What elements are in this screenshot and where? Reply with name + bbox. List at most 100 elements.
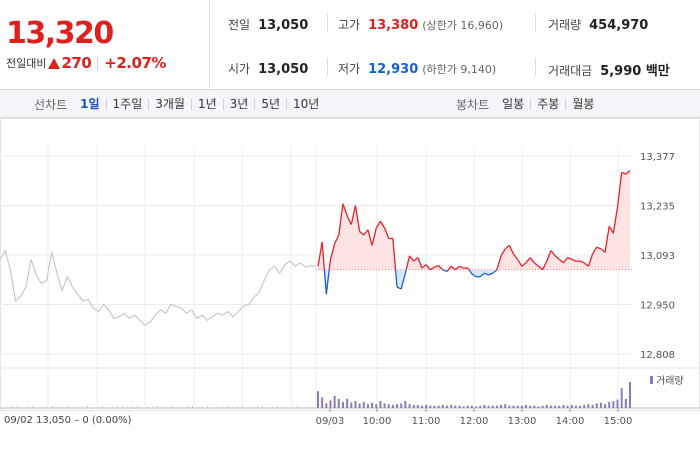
prev-volume-bar	[107, 407, 108, 408]
price-line-segment	[354, 205, 361, 232]
change-value: 270	[61, 54, 92, 72]
volume-legend-swatch	[650, 376, 653, 384]
price-line-segment	[621, 171, 627, 175]
up-area-fill	[406, 255, 443, 270]
stat-low: 저가 12,930 (하한가 9,140)	[338, 60, 496, 77]
prev-volume-bar	[222, 406, 223, 408]
volume-bar	[491, 405, 494, 408]
stat-sub: (상한가 16,960)	[422, 19, 504, 32]
prev-volume-bar	[62, 406, 63, 408]
prev-volume-bar	[102, 406, 103, 408]
prev-volume-bar	[302, 407, 303, 408]
volume-bar	[341, 401, 344, 408]
price-line-segment	[567, 257, 573, 260]
volume-bar	[396, 404, 399, 408]
price-chart[interactable]: 13,377 13,235 13,093 12,950 12,808 거래량 09/03 10…	[0, 118, 700, 428]
period-tab[interactable]: 1일	[80, 96, 100, 111]
volume-bar	[566, 405, 569, 408]
x-tick-label: 12:00	[460, 416, 489, 427]
price-line-segment	[334, 234, 340, 244]
volume-bar	[337, 398, 340, 408]
volume-bar	[629, 382, 631, 408]
price-line-segment	[479, 272, 485, 278]
period-tab[interactable]: 10년	[286, 98, 325, 110]
stat-value: 454,970	[589, 18, 649, 33]
prev-volume-bar	[202, 406, 203, 408]
prev-volume-bar	[57, 407, 58, 408]
period-tab[interactable]: 1주일	[105, 98, 149, 110]
volume-bar	[591, 404, 594, 408]
volume-bar	[616, 399, 619, 408]
prev-volume-bar	[277, 406, 278, 408]
stat-value: 13,050	[258, 18, 309, 33]
period-tab[interactable]: 1년	[190, 98, 223, 110]
prev-volume-bar	[7, 406, 8, 408]
volume-bar	[537, 406, 540, 408]
volume-bar	[620, 388, 623, 408]
prev-volume-bar	[117, 406, 118, 408]
prev-volume-bar	[217, 406, 218, 408]
prev-volume-bar	[152, 406, 153, 408]
y-tick-label: 12,808	[640, 350, 675, 361]
candle-chart-periods: 봉차트 일봉 주봉 월봉	[456, 90, 600, 118]
price-change-row: 전일대비 270 +2.07%	[6, 54, 166, 72]
volume-bar	[487, 405, 490, 408]
volume-bar	[595, 403, 598, 408]
prev-volume-bar	[187, 406, 188, 408]
volume-bar	[525, 404, 527, 408]
price-line-segment	[496, 255, 502, 270]
volume-bar	[570, 404, 573, 408]
price-line-segment	[446, 269, 449, 272]
candle-chart-title: 봉차트	[456, 97, 490, 112]
volume-bar	[612, 401, 615, 408]
prev-volume-bar	[177, 407, 178, 408]
price-line-segment	[363, 229, 369, 236]
price-line-segment	[404, 269, 407, 274]
volume-bar	[441, 404, 444, 408]
volume-bar	[416, 404, 419, 408]
stat-value: 12,930	[368, 62, 419, 77]
volume-bar	[495, 405, 498, 408]
price-line-segment	[616, 172, 623, 208]
prev-volume-bar	[22, 407, 23, 408]
prev-volume-bar	[147, 406, 148, 408]
price-line-segment	[521, 262, 527, 267]
candle-period-tab[interactable]: 일봉	[502, 96, 525, 111]
volume-bar	[325, 403, 328, 408]
volume-bar	[387, 404, 390, 408]
period-tab[interactable]: 5년	[254, 98, 286, 110]
up-triangle-icon	[48, 57, 61, 69]
divider	[535, 14, 536, 32]
volume-bar	[383, 403, 386, 408]
candle-period-tab[interactable]: 주봉	[530, 98, 565, 110]
price-line-segment	[525, 257, 531, 264]
volume-bar	[437, 405, 440, 408]
prev-volume-bar	[172, 406, 173, 408]
price-line-segment	[367, 229, 373, 246]
volume-bar	[545, 404, 548, 408]
price-line-segment	[394, 269, 398, 288]
prev-volume-bar	[157, 405, 158, 408]
stat-value: 13,050	[258, 62, 309, 77]
prev-volume-bar	[82, 406, 83, 408]
volume-bar	[333, 395, 336, 408]
volume-bar	[450, 404, 453, 408]
volume-bar	[599, 402, 602, 408]
period-tab[interactable]: 3개월	[148, 98, 191, 110]
down-area-fill	[395, 269, 407, 289]
price-line-segment	[417, 257, 423, 269]
price-line-segment	[592, 246, 598, 255]
price-line-segment	[329, 243, 336, 260]
volume-bar	[608, 401, 611, 408]
prev-volume-bar	[17, 405, 18, 408]
volume-bar	[466, 405, 469, 408]
prev-volume-bar	[77, 406, 78, 408]
prev-volume-bar	[72, 407, 73, 408]
candle-period-tab[interactable]: 월봉	[565, 98, 600, 110]
volume-bar	[529, 405, 532, 408]
price-line-segment	[383, 227, 390, 239]
period-tab[interactable]: 3년	[222, 98, 255, 110]
price-line-segment	[359, 231, 365, 236]
divider	[327, 14, 328, 32]
prev-volume-bar	[257, 406, 258, 408]
